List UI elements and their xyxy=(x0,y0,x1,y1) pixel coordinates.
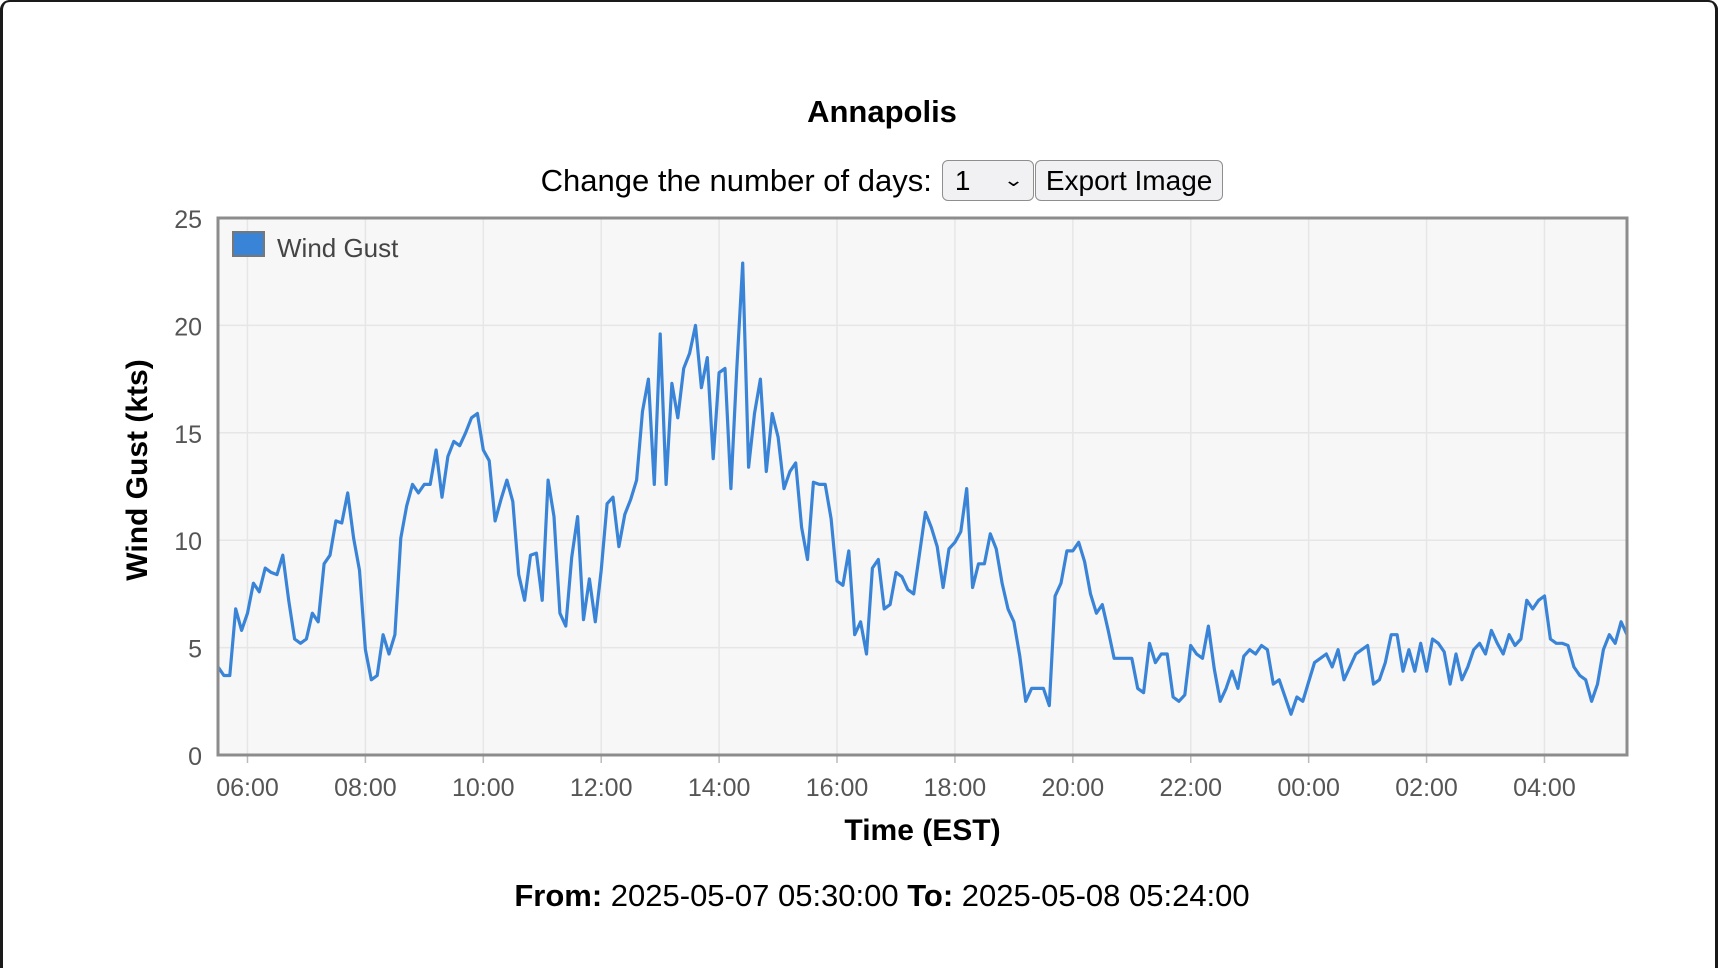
y-tick-label: 25 xyxy=(174,206,202,234)
x-tick-label: 10:00 xyxy=(452,774,515,802)
wind-gust-line xyxy=(216,261,1629,716)
y-tick-label: 20 xyxy=(174,313,202,341)
days-label: Change the number of days: xyxy=(540,162,932,198)
x-tick-label: 22:00 xyxy=(1159,774,1222,802)
x-axis-title: Time (EST) xyxy=(844,814,1000,847)
date-range: From: 2025-05-07 05:30:00 To: 2025-05-08… xyxy=(0,878,1718,914)
x-tick-label: 02:00 xyxy=(1395,774,1458,802)
x-tick-label: 16:00 xyxy=(806,774,869,802)
x-tick-label: 04:00 xyxy=(1513,774,1576,802)
x-tick-label: 08:00 xyxy=(334,774,397,802)
legend-swatch xyxy=(232,231,265,257)
chart-title: Annapolis xyxy=(807,94,957,129)
from-label: From: xyxy=(514,878,603,913)
plot-area xyxy=(218,218,1627,755)
x-tick-label: 12:00 xyxy=(570,774,633,802)
controls-bar: Change the number of days: 1 ⌄ Export Im… xyxy=(0,160,1718,201)
y-axis-title: Wind Gust (kts) xyxy=(121,359,154,580)
y-tick-label: 10 xyxy=(174,528,202,556)
x-tick-label: 14:00 xyxy=(688,774,751,802)
x-tick-label: 06:00 xyxy=(216,774,279,802)
chevron-down-icon: ⌄ xyxy=(1002,170,1024,190)
plot-border xyxy=(216,216,1629,757)
to-label: To: xyxy=(907,878,954,913)
x-tick-label: 20:00 xyxy=(1042,774,1105,802)
y-tick-label: 5 xyxy=(188,636,202,664)
from-value: 2025-05-07 05:30:00 xyxy=(610,878,899,913)
to-value: 2025-05-08 05:24:00 xyxy=(961,878,1250,913)
days-select-value: 1 xyxy=(954,164,971,196)
y-tick-label: 0 xyxy=(188,743,202,771)
x-tick-label: 00:00 xyxy=(1277,774,1340,802)
export-image-button[interactable]: Export Image xyxy=(1034,160,1224,201)
days-select[interactable]: 1 ⌄ xyxy=(941,160,1034,201)
x-tick-label: 18:00 xyxy=(924,774,987,802)
legend-label: Wind Gust xyxy=(277,233,399,263)
y-tick-label: 15 xyxy=(174,421,202,449)
